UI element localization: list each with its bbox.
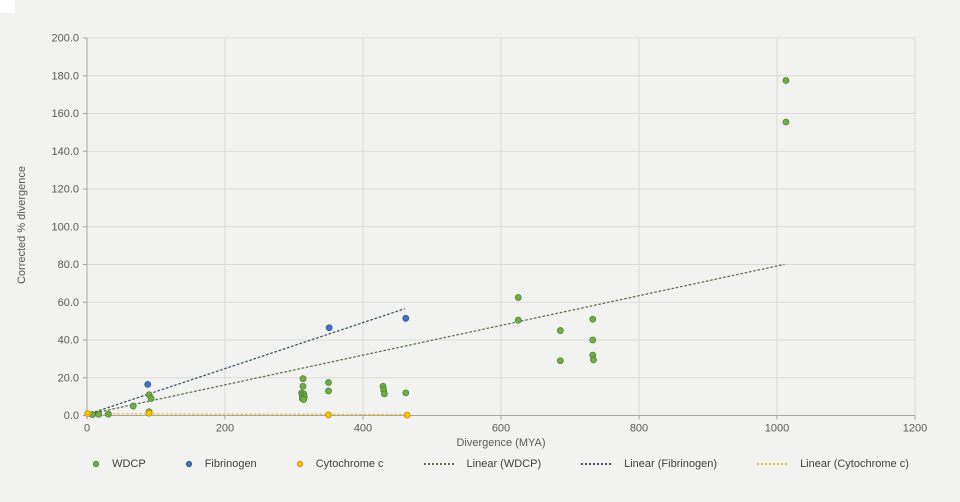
- point-wdcp: [556, 327, 564, 334]
- point-wdcp: [782, 77, 790, 84]
- point-fibrinogen: [325, 324, 333, 332]
- point-wdcp: [325, 387, 332, 395]
- y-tick-label: 160.0: [51, 108, 79, 120]
- legend-item-linear-fibrinogen-: Linear (Fibrinogen): [581, 458, 717, 470]
- y-tick-label: 20.0: [58, 372, 79, 384]
- legend-label: Fibrinogen: [204, 458, 257, 470]
- dotted-line-marker-icon: [581, 463, 612, 465]
- legend-item-linear-cytochrome-c-: Linear (Cytochrome c): [757, 458, 909, 470]
- legend-item-linear-wdcp-: Linear (WDCP): [423, 458, 542, 470]
- x-tick-label: 400: [354, 423, 372, 435]
- point-wdcp: [299, 382, 307, 390]
- legend-label: Linear (WDCP): [466, 458, 542, 470]
- x-tick-label: 1000: [765, 423, 789, 435]
- background-artifact: [0, 0, 15, 13]
- y-tick-label: 40.0: [58, 335, 79, 347]
- x-tick-label: 600: [492, 423, 510, 435]
- trendline-linear-cytochrome-c-: [86, 413, 409, 416]
- point-wdcp: [514, 316, 522, 324]
- dot-marker-icon: [185, 461, 192, 467]
- legend-label: Cytochrome c: [315, 458, 384, 470]
- point-wdcp: [95, 410, 103, 418]
- y-tick-label: 80.0: [58, 259, 79, 271]
- point-wdcp: [129, 402, 137, 410]
- y-tick-label: 120.0: [51, 184, 79, 196]
- x-tick-label: 800: [630, 423, 648, 435]
- legend-label: Linear (Fibrinogen): [624, 458, 718, 470]
- legend-label: WDCP: [112, 458, 146, 470]
- dotted-line-marker-icon: [423, 463, 454, 465]
- y-tick-label: 60.0: [58, 297, 79, 309]
- y-tick-label: 200.0: [51, 33, 79, 45]
- point-wdcp: [589, 315, 597, 323]
- y-tick-label: 0.0: [64, 410, 79, 422]
- point-wdcp: [782, 118, 790, 126]
- dotted-line-marker-icon: [757, 463, 788, 465]
- trendline-linear-wdcp-: [86, 263, 785, 416]
- x-tick-label: 1200: [903, 423, 927, 435]
- point-fibrinogen: [144, 380, 152, 388]
- legend-item-cytochrome-c: Cytochrome c: [296, 458, 384, 470]
- legend-label: Linear (Cytochrome c): [800, 458, 909, 470]
- point-wdcp: [147, 395, 155, 402]
- trendline-linear-fibrinogen-: [86, 308, 406, 416]
- y-axis-title: Corrected % divergence: [16, 166, 28, 285]
- point-fibrinogen: [402, 314, 410, 322]
- point-wdcp: [104, 410, 112, 418]
- legend: WDCP Fibrinogen Cytochrome c Linear (WDCP) L…: [87, 458, 915, 470]
- point-wdcp: [380, 390, 388, 398]
- legend-item-fibrinogen: Fibrinogen: [185, 458, 257, 470]
- y-tick-label: 180.0: [51, 70, 79, 82]
- point-wdcp: [402, 389, 410, 397]
- x-tick-label: 0: [84, 423, 90, 435]
- legend-item-wdcp: WDCP: [93, 458, 146, 470]
- point-wdcp: [589, 336, 597, 344]
- y-tick-label: 140.0: [51, 146, 79, 158]
- point-wdcp: [325, 379, 332, 386]
- point-cytochrome-c: [325, 411, 332, 419]
- point-wdcp: [556, 357, 564, 365]
- x-axis-title: Divergence (MYA): [456, 437, 546, 449]
- dot-marker-icon: [93, 461, 100, 467]
- point-wdcp: [300, 396, 308, 403]
- dot-marker-icon: [296, 461, 303, 467]
- point-cytochrome-c: [84, 410, 92, 418]
- point-wdcp: [299, 375, 307, 383]
- point-wdcp: [590, 356, 597, 364]
- point-wdcp: [514, 294, 522, 301]
- point-cytochrome-c: [403, 411, 411, 419]
- x-tick-label: 200: [216, 423, 234, 435]
- y-tick-label: 100.0: [51, 221, 79, 233]
- point-cytochrome-c: [145, 409, 153, 417]
